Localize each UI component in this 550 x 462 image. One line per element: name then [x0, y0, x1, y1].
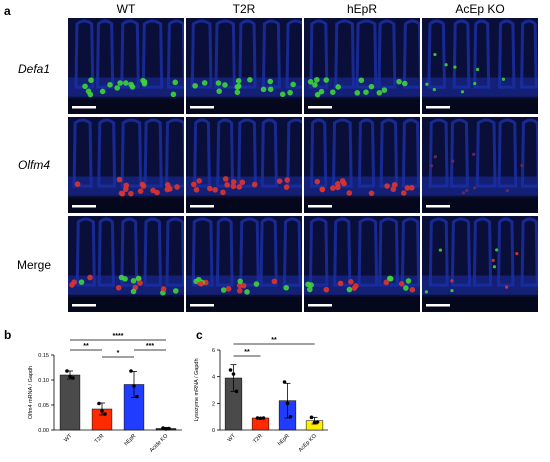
- data-point: [68, 374, 72, 379]
- data-point: [258, 416, 263, 421]
- x-tick-label: hEpR: [277, 433, 291, 447]
- y-tick-label: 6: [212, 348, 215, 354]
- data-point: [255, 416, 260, 420]
- micrograph-defa1-acep-ko: [422, 18, 538, 114]
- y-tick-label: 0.10: [38, 378, 49, 384]
- y-tick-label: 0.00: [38, 428, 49, 434]
- significance-stars: ****: [113, 333, 124, 340]
- data-point: [129, 369, 133, 373]
- micrograph-olfm4-acep-ko: [422, 117, 538, 213]
- micrograph-merge-hepr: [304, 216, 420, 312]
- micrograph-merge-acep-ko: [422, 216, 538, 312]
- micrograph-defa1-wt: [68, 18, 184, 114]
- data-point: [234, 389, 239, 394]
- panel-a-label: a: [4, 4, 11, 18]
- micrograph-defa1-hepr: [304, 18, 420, 114]
- data-point: [312, 420, 317, 425]
- data-point: [161, 426, 165, 430]
- y-tick-label: 2: [212, 401, 215, 407]
- data-point: [100, 409, 104, 413]
- micrograph-defa1-t2r: [186, 18, 302, 114]
- data-point: [65, 369, 69, 373]
- x-tick-label: AcEp KO: [298, 433, 319, 454]
- x-tick-label: T2R: [252, 433, 264, 445]
- significance-stars: **: [83, 343, 89, 350]
- y-tick-label: 4: [212, 375, 215, 381]
- row-label-olfm4: Olfm4: [17, 158, 50, 172]
- data-point: [135, 394, 139, 399]
- y-axis-label: Olfm4 mRNA / Gapdh: [28, 366, 34, 419]
- data-point: [132, 384, 136, 388]
- data-point: [167, 426, 171, 431]
- data-point: [164, 427, 168, 431]
- data-point: [285, 401, 290, 406]
- data-point: [103, 412, 107, 416]
- bar-wt: [59, 374, 81, 431]
- data-point: [261, 416, 266, 420]
- y-tick-label: 0.15: [38, 353, 49, 359]
- row-label-merge: Merge: [16, 258, 51, 272]
- column-header-t2r: T2R: [232, 2, 256, 16]
- micrograph-merge-t2r: [186, 216, 302, 312]
- y-tick-label: 0: [212, 428, 215, 434]
- x-tick-label: WT: [63, 433, 74, 444]
- data-point: [228, 368, 233, 372]
- data-point: [315, 420, 320, 424]
- micrograph-olfm4-wt: [68, 117, 184, 213]
- y-axis-label: Lysozyme mRNA / Gapdh: [194, 358, 200, 421]
- micrograph-olfm4-t2r: [186, 117, 302, 213]
- y-tick-label: 0.05: [38, 403, 49, 409]
- column-header-acep-ko: AcEp KO: [455, 2, 505, 16]
- x-tick-label: WT: [227, 433, 238, 444]
- column-header-wt: WT: [116, 2, 136, 16]
- significance-stars: *: [117, 350, 120, 357]
- significance-stars: ***: [146, 343, 154, 350]
- micrograph-olfm4-hepr: [304, 117, 420, 213]
- x-tick-label: hEpR: [123, 433, 137, 447]
- x-tick-label: Acide KO: [149, 433, 170, 454]
- data-point: [97, 401, 101, 406]
- olfm4-bar-chart: 0.00 0.05 0.10 0.15 Olfm4 mRNA / Gapdh WT T2R h…: [28, 333, 182, 454]
- data-point: [282, 380, 287, 384]
- row-label-defa1: Defa1: [17, 62, 51, 76]
- significance-stars: **: [271, 337, 277, 344]
- panel-b-label: b: [4, 328, 12, 342]
- column-header-hepr: hEpR: [346, 2, 378, 16]
- data-point: [71, 376, 75, 380]
- significance-stars: **: [244, 349, 250, 356]
- x-tick-label: T2R: [94, 433, 106, 445]
- micrograph-merge-wt: [68, 216, 184, 312]
- lysozyme-bar-chart: 0 2 4 6 Lysozyme mRNA / Gapdh WT T2R hEpR AcEp K…: [194, 337, 328, 454]
- data-point: [288, 414, 293, 419]
- panel-c-label: c: [196, 328, 203, 342]
- data-point: [231, 372, 236, 376]
- data-point: [309, 415, 314, 420]
